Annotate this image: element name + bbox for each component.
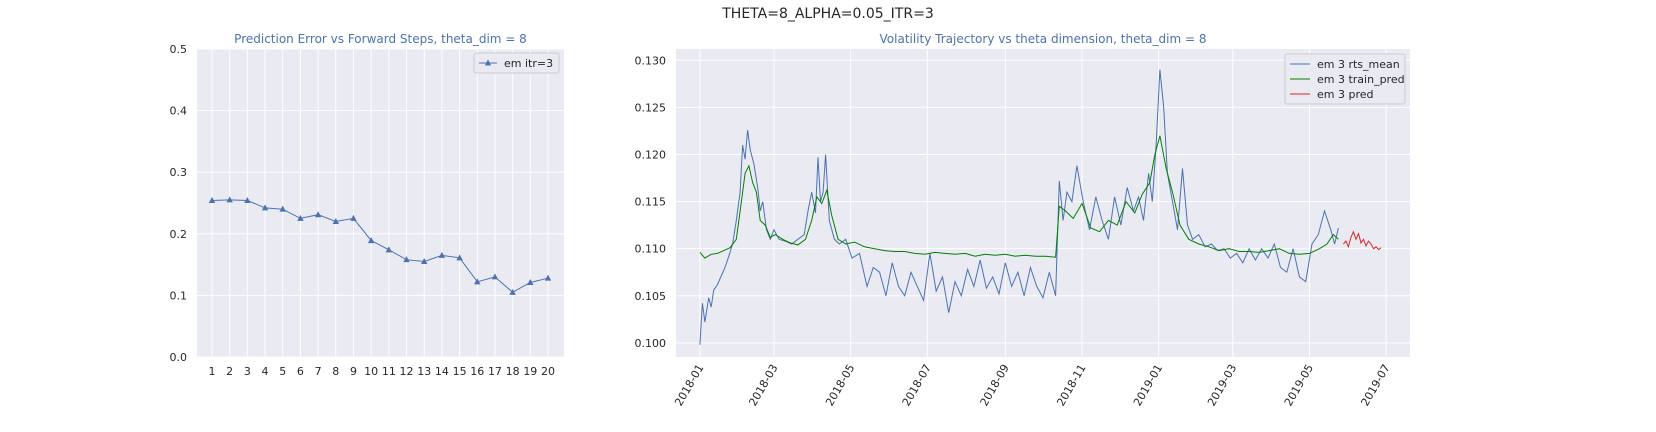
data-point-marker: [527, 278, 534, 285]
legend-label: em 3 train_pred: [1317, 73, 1405, 86]
chart-title: Prediction Error vs Forward Steps, theta…: [234, 32, 527, 46]
x-tick-label: 5: [279, 365, 286, 378]
x-tick-label: 2019-07: [1358, 362, 1392, 408]
y-tick-label: 0.100: [635, 337, 667, 350]
series-line: [699, 69, 1339, 345]
x-tick-label: 17: [488, 365, 502, 378]
x-tick-label: 18: [506, 365, 520, 378]
x-tick-label: 4: [262, 365, 269, 378]
y-tick-label: 0.0: [170, 351, 188, 364]
y-tick-label: 0.5: [170, 43, 188, 56]
x-tick-label: 2018-03: [746, 362, 780, 408]
data-point-marker: [297, 214, 304, 221]
data-point-marker: [509, 288, 516, 295]
data-point-marker: [438, 251, 446, 258]
x-tick-label: 15: [453, 365, 467, 378]
figure-suptitle: THETA=8_ALPHA=0.05_ITR=3: [722, 6, 934, 22]
volatility-trajectory-plot: 0.100 0.105 0.110 0.115 0.120 0.125 0.130 2018-…: [635, 32, 1410, 408]
x-tick-label: 2: [226, 365, 233, 378]
x-tick-label: 2018-05: [823, 362, 857, 408]
legend-box: [473, 52, 560, 74]
y-tick-label: 0.115: [635, 196, 667, 209]
y-tick-label: 0.3: [170, 166, 188, 179]
y-tick-label: 0.105: [635, 290, 667, 303]
x-tick-label: 6: [297, 365, 304, 378]
data-point-marker: [332, 217, 339, 224]
legend-label: em 3 pred: [1317, 88, 1374, 101]
data-point-marker: [314, 211, 322, 218]
series-line: [1343, 230, 1382, 251]
y-tick-label: 0.2: [170, 228, 188, 241]
data-point-marker: [244, 197, 251, 204]
series-line: [211, 199, 549, 293]
data-point-marker: [403, 256, 410, 263]
data-point-marker: [385, 246, 393, 253]
x-tick-label: 13: [417, 365, 431, 378]
y-tick-label: 0.110: [635, 243, 667, 256]
x-tick-label: 7: [315, 365, 322, 378]
legend-marker: [484, 59, 492, 66]
plot-area: [197, 49, 564, 357]
y-tick-label: 0.125: [635, 101, 667, 114]
data-point-marker: [544, 274, 552, 281]
x-tick-label: 2018-11: [1054, 362, 1088, 408]
data-point-marker: [350, 214, 357, 221]
data-point-marker: [367, 237, 375, 244]
y-tick-label: 0.4: [170, 105, 188, 118]
x-tick-label: 12: [400, 365, 414, 378]
x-tick-label: 1: [209, 365, 216, 378]
x-tick-label: 3: [244, 365, 251, 378]
legend-label: em 3 rts_mean: [1317, 58, 1400, 71]
chart-title: Volatility Trajectory vs theta dimension…: [880, 32, 1207, 46]
x-tick-label: 11: [382, 365, 396, 378]
data-point-marker: [491, 273, 499, 280]
legend-box: [1284, 53, 1406, 105]
data-point-marker: [279, 205, 286, 212]
x-tick-label: 8: [332, 365, 339, 378]
x-tick-label: 2019-03: [1205, 362, 1239, 408]
x-tick-label: 9: [350, 365, 357, 378]
x-tick-label: 20: [541, 365, 555, 378]
x-tick-label: 10: [364, 365, 378, 378]
x-tick-label: 19: [523, 365, 537, 378]
data-point-marker: [474, 278, 481, 285]
legend-label: em itr=3: [504, 57, 553, 70]
data-point-marker: [421, 258, 428, 265]
x-tick-label: 2018-09: [978, 362, 1012, 408]
x-tick-label: 2019-01: [1131, 362, 1165, 408]
y-tick-label: 0.120: [635, 148, 667, 161]
x-tick-label: 14: [435, 365, 449, 378]
data-point-marker: [226, 196, 233, 203]
data-point-marker: [261, 204, 269, 211]
y-tick-label: 0.130: [635, 54, 667, 67]
data-point-marker: [208, 197, 216, 204]
prediction-error-plot: 0.00.10.20.30.40.51 2 3 4 5 6 7 8 9 10 11 12 13 14 15 1…: [170, 32, 564, 378]
x-tick-label: 16: [470, 365, 484, 378]
data-point-marker: [456, 254, 463, 261]
x-tick-label: 2019-05: [1282, 362, 1316, 408]
x-tick-label: 2018-01: [672, 362, 706, 408]
y-tick-label: 0.1: [170, 289, 188, 302]
x-tick-label: 2018-07: [900, 362, 934, 408]
series-line: [699, 135, 1339, 259]
